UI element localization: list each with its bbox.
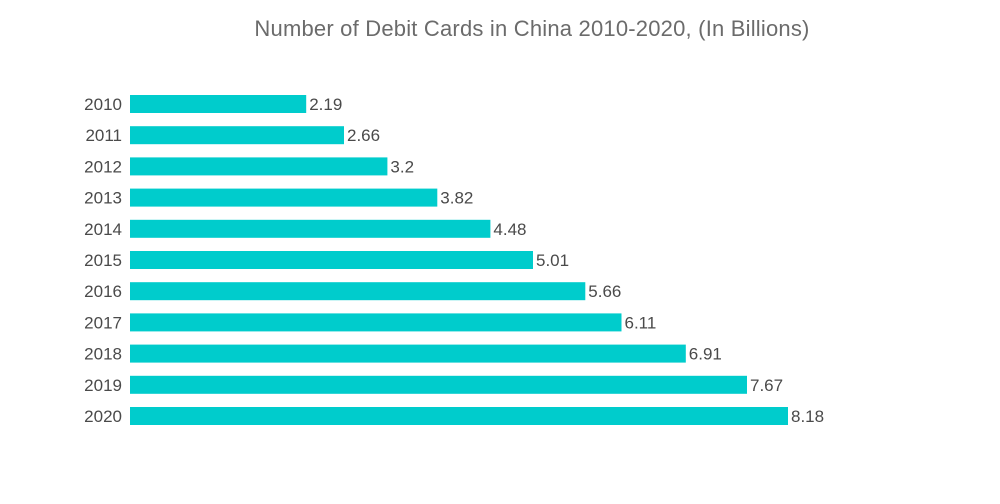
value-label-2015: 5.01 bbox=[536, 251, 569, 270]
bar-2013 bbox=[130, 188, 438, 207]
y-tick-label-2012: 2012 bbox=[84, 157, 122, 176]
bars-layer bbox=[130, 95, 788, 425]
bar-2020 bbox=[130, 407, 788, 425]
y-tick-label-2013: 2013 bbox=[84, 189, 122, 208]
y-tick-label-2016: 2016 bbox=[84, 282, 122, 301]
bar-2019 bbox=[130, 375, 747, 394]
bar-2011 bbox=[130, 126, 344, 145]
value-label-2018: 6.91 bbox=[689, 345, 722, 364]
y-tick-label-2019: 2019 bbox=[84, 376, 122, 395]
y-tick-label-2017: 2017 bbox=[84, 313, 122, 332]
bar-2014 bbox=[130, 219, 491, 238]
value-label-2011: 2.66 bbox=[347, 126, 380, 145]
value-label-2013: 3.82 bbox=[440, 189, 473, 208]
y-tick-label-2010: 2010 bbox=[84, 95, 122, 114]
bar-2016 bbox=[130, 282, 586, 301]
value-label-2010: 2.19 bbox=[309, 95, 342, 114]
bar-2015 bbox=[130, 251, 533, 269]
y-tick-label-2014: 2014 bbox=[84, 220, 122, 239]
value-label-2017: 6.11 bbox=[625, 313, 657, 332]
chart-title: Number of Debit Cards in China 2010-2020… bbox=[254, 16, 810, 41]
y-tick-label-2011: 2011 bbox=[85, 126, 122, 145]
y-tick-label-2020: 2020 bbox=[84, 407, 122, 426]
bar-2012 bbox=[130, 157, 388, 176]
bar-2010 bbox=[130, 95, 307, 113]
bar-2017 bbox=[130, 313, 622, 332]
labels-layer: 2010 2.19 2011 2.66 2012 3.2 2013 3.82 2014 4.48 2… bbox=[84, 95, 824, 426]
y-tick-label-2018: 2018 bbox=[84, 345, 122, 364]
value-label-2020: 8.18 bbox=[791, 407, 824, 426]
value-label-2019: 7.67 bbox=[750, 376, 783, 395]
value-label-2014: 4.48 bbox=[493, 220, 526, 239]
y-tick-label-2015: 2015 bbox=[84, 251, 122, 270]
value-label-2012: 3.2 bbox=[390, 157, 414, 176]
value-label-2016: 5.66 bbox=[588, 282, 621, 301]
bar-2018 bbox=[130, 344, 686, 363]
